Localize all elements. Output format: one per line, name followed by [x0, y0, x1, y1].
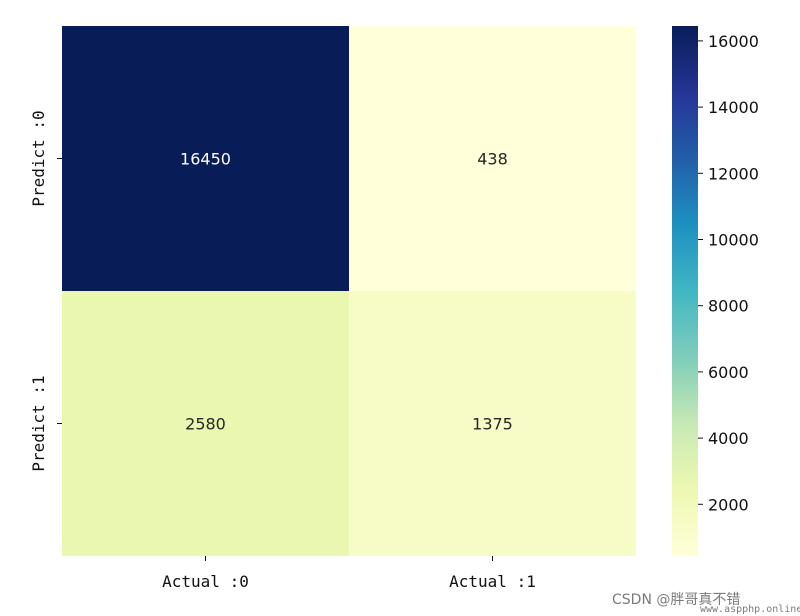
- colorbar-tick-label-6: 14000: [708, 98, 759, 117]
- y-axis: Predict :0 Predict :1: [29, 110, 62, 472]
- y-tick-label-1: Predict :1: [29, 375, 48, 471]
- x-tick-label-0: Actual :0: [162, 572, 249, 591]
- y-tick-label-0: Predict :0: [29, 110, 48, 206]
- heatmap-cell-r0-c1: [349, 26, 636, 291]
- heatmap-cells: 16450 438 2580 1375: [62, 26, 636, 556]
- colorbar-tick-label-3: 8000: [708, 297, 749, 316]
- colorbar: 2000 4000 6000 8000 10000 12000 14000 16000: [672, 26, 759, 556]
- colorbar-tick-label-0: 2000: [708, 495, 749, 514]
- watermark-text: CSDN @胖哥真不错: [612, 592, 740, 608]
- colorbar-gradient: [672, 26, 698, 556]
- x-axis: Actual :0 Actual :1: [162, 556, 536, 591]
- colorbar-tick-label-4: 10000: [708, 230, 759, 249]
- colorbar-tick-label-1: 4000: [708, 429, 749, 448]
- heatmap-cell-value-r1-c1: 1375: [472, 415, 513, 434]
- x-tick-label-1: Actual :1: [449, 572, 536, 591]
- heatmap-cell-value-r0-c0: 16450: [180, 150, 231, 169]
- heatmap-cell-value-r1-c0: 2580: [185, 415, 226, 434]
- watermark: CSDN @胖哥真不错 www.aspphp.online: [612, 592, 800, 615]
- heatmap-cell-value-r0-c1: 438: [477, 150, 508, 169]
- heatmap-cell-r1-c0: [62, 291, 349, 556]
- colorbar-tick-label-2: 6000: [708, 363, 749, 382]
- watermark-subtext: www.aspphp.online: [700, 604, 800, 615]
- heatmap-cell-r1-c1: [349, 291, 636, 556]
- heatmap-cell-r0-c0: [62, 26, 349, 291]
- colorbar-ticks: 2000 4000 6000 8000 10000 12000 14000 16000: [698, 32, 759, 514]
- colorbar-tick-label-5: 12000: [708, 164, 759, 183]
- colorbar-tick-label-7: 16000: [708, 32, 759, 51]
